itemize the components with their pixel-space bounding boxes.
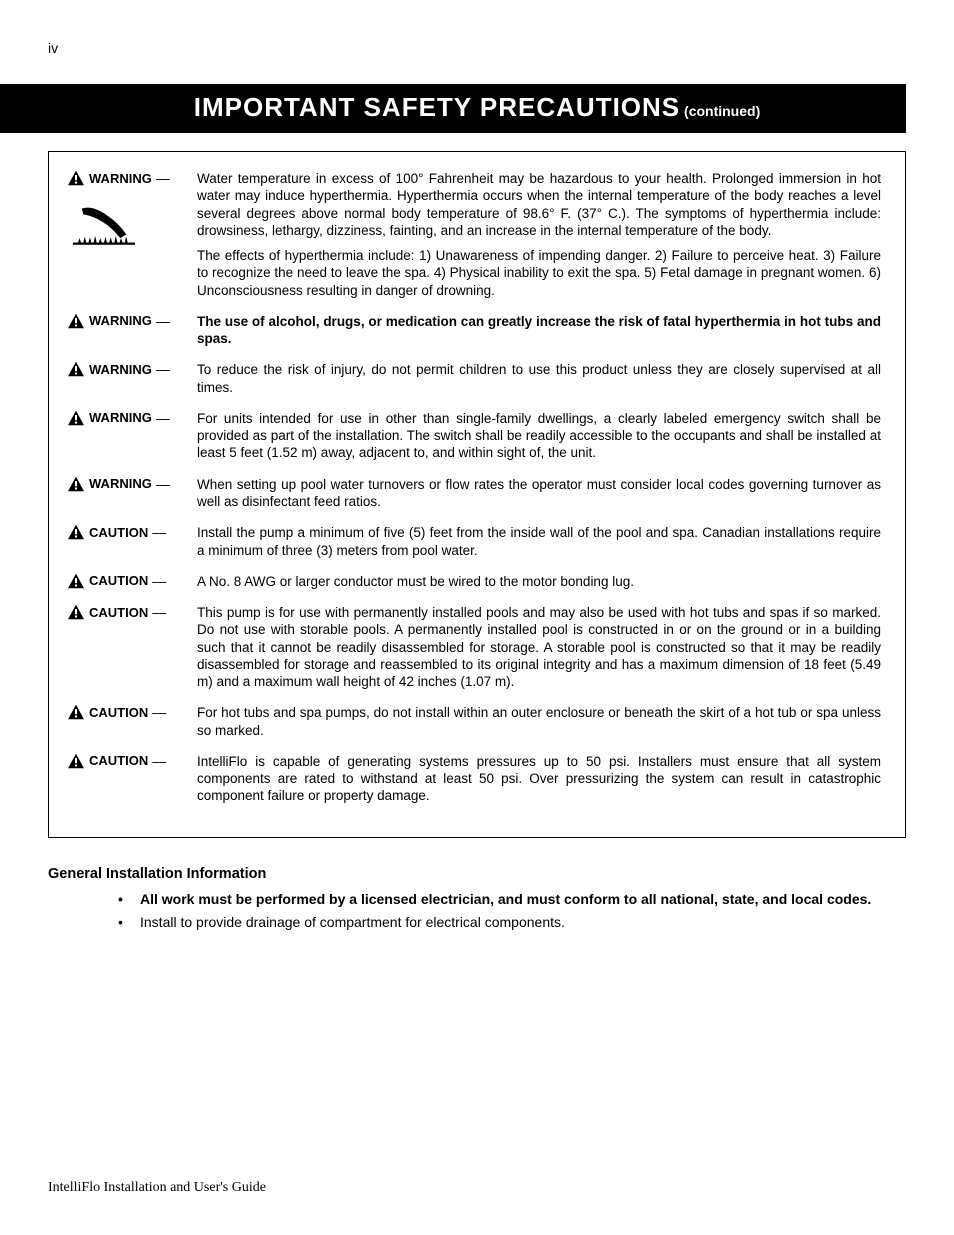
warning-paragraph: For hot tubs and spa pumps, do not insta… <box>197 704 881 739</box>
label-row: CAUTION — <box>67 524 166 540</box>
general-bullet-list: All work must be performed by a licensed… <box>48 890 906 932</box>
item-label-column: CAUTION — <box>67 524 197 540</box>
general-heading: General Installation Information <box>48 866 906 882</box>
label-text: WARNING <box>89 171 152 186</box>
item-body: Install the pump a minimum of five (5) f… <box>197 524 881 559</box>
label-dash: — <box>152 704 166 720</box>
alert-triangle-icon <box>67 704 85 720</box>
label-dash: — <box>156 170 170 186</box>
label-text: CAUTION <box>89 605 148 620</box>
item-label-column: WARNING — <box>67 476 197 492</box>
label-text: WARNING <box>89 410 152 425</box>
label-text: CAUTION <box>89 753 148 768</box>
alert-triangle-icon <box>67 170 85 186</box>
item-label-column: CAUTION — <box>67 753 197 769</box>
label-row: CAUTION — <box>67 604 166 620</box>
alert-triangle-icon <box>67 753 85 769</box>
item-label-column: WARNING — <box>67 410 197 426</box>
alert-triangle-icon <box>67 524 85 540</box>
title-bar: IMPORTANT SAFETY PRECAUTIONS (continued) <box>48 84 906 133</box>
label-dash: — <box>152 604 166 620</box>
footer-text: IntelliFlo Installation and User's Guide <box>48 1180 266 1196</box>
general-bullet: All work must be performed by a licensed… <box>118 890 906 909</box>
label-dash: — <box>156 476 170 492</box>
warning-paragraph: Water temperature in excess of 100° Fahr… <box>197 170 881 239</box>
warning-paragraph: Install the pump a minimum of five (5) f… <box>197 524 881 559</box>
label-text: WARNING <box>89 476 152 491</box>
label-text: CAUTION <box>89 573 148 588</box>
item-body: Water temperature in excess of 100° Fahr… <box>197 170 881 299</box>
caution-item: CAUTION — Install the pump a minimum of f… <box>67 524 881 559</box>
warning-paragraph: When setting up pool water turnovers or … <box>197 476 881 511</box>
warning-item: WARNING — Water temperature in excess of… <box>67 170 881 299</box>
warning-paragraph: For units intended for use in other than… <box>197 410 881 462</box>
label-row: WARNING — <box>67 361 170 377</box>
label-row: CAUTION — <box>67 573 166 589</box>
item-label-column: CAUTION — <box>67 573 197 589</box>
label-dash: — <box>156 410 170 426</box>
label-row: CAUTION — <box>67 704 166 720</box>
warning-item: WARNING — For units intended for use in o… <box>67 410 881 462</box>
item-body: When setting up pool water turnovers or … <box>197 476 881 511</box>
alert-triangle-icon <box>67 361 85 377</box>
label-text: WARNING <box>89 362 152 377</box>
label-text: CAUTION <box>89 525 148 540</box>
item-label-column: WARNING — <box>67 170 197 254</box>
item-label-column: WARNING — <box>67 313 197 329</box>
warning-paragraph: A No. 8 AWG or larger conductor must be … <box>197 573 881 590</box>
item-body: A No. 8 AWG or larger conductor must be … <box>197 573 881 590</box>
safety-precautions-box: WARNING — Water temperature in excess of… <box>48 151 906 838</box>
label-dash: — <box>152 573 166 589</box>
item-body: For units intended for use in other than… <box>197 410 881 462</box>
label-dash: — <box>156 313 170 329</box>
item-body: For hot tubs and spa pumps, do not insta… <box>197 704 881 739</box>
warning-item: WARNING — The use of alcohol, drugs, or m… <box>67 313 881 348</box>
warning-item: WARNING — When setting up pool water turn… <box>67 476 881 511</box>
label-dash: — <box>152 524 166 540</box>
label-dash: — <box>152 753 166 769</box>
warning-paragraph: The use of alcohol, drugs, or medication… <box>197 313 881 348</box>
label-row: WARNING — <box>67 410 170 426</box>
warning-item: WARNING — To reduce the risk of injury, d… <box>67 361 881 396</box>
warning-paragraph: To reduce the risk of injury, do not per… <box>197 361 881 396</box>
general-install-section: General Installation Information All wor… <box>48 866 906 932</box>
warning-paragraph: IntelliFlo is capable of generating syst… <box>197 753 881 805</box>
alert-triangle-icon <box>67 313 85 329</box>
item-label-column: CAUTION — <box>67 704 197 720</box>
label-row: WARNING — <box>67 170 170 186</box>
caution-item: CAUTION — A No. 8 AWG or larger conductor… <box>67 573 881 590</box>
caution-item: CAUTION — IntelliFlo is capable of genera… <box>67 753 881 805</box>
label-text: WARNING <box>89 313 152 328</box>
alert-triangle-icon <box>67 476 85 492</box>
page-number: iv <box>48 40 906 56</box>
warning-paragraph: The effects of hyperthermia include: 1) … <box>197 247 881 299</box>
hot-surface-hand-icon <box>67 200 141 254</box>
label-text: CAUTION <box>89 705 148 720</box>
general-bullet: Install to provide drainage of compartme… <box>118 913 906 932</box>
item-body: This pump is for use with permanently in… <box>197 604 881 690</box>
item-body: To reduce the risk of injury, do not per… <box>197 361 881 396</box>
title-main: IMPORTANT SAFETY PRECAUTIONS <box>194 92 680 122</box>
item-body: The use of alcohol, drugs, or medication… <box>197 313 881 348</box>
warning-paragraph: This pump is for use with permanently in… <box>197 604 881 690</box>
item-body: IntelliFlo is capable of generating syst… <box>197 753 881 805</box>
alert-triangle-icon <box>67 573 85 589</box>
caution-item: CAUTION — This pump is for use with perma… <box>67 604 881 690</box>
item-label-column: WARNING — <box>67 361 197 377</box>
label-row: WARNING — <box>67 313 170 329</box>
caution-item: CAUTION — For hot tubs and spa pumps, do … <box>67 704 881 739</box>
alert-triangle-icon <box>67 604 85 620</box>
label-row: WARNING — <box>67 476 170 492</box>
label-row: CAUTION — <box>67 753 166 769</box>
item-label-column: CAUTION — <box>67 604 197 620</box>
title-continued: (continued) <box>684 103 760 119</box>
alert-triangle-icon <box>67 410 85 426</box>
label-dash: — <box>156 361 170 377</box>
